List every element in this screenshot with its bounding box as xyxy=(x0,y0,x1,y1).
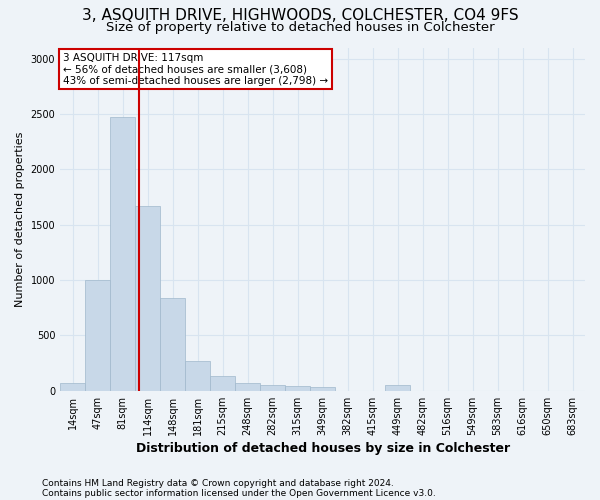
Bar xyxy=(210,376,235,391)
X-axis label: Distribution of detached houses by size in Colchester: Distribution of detached houses by size … xyxy=(136,442,509,455)
Bar xyxy=(260,386,285,391)
Bar xyxy=(135,206,160,391)
Bar xyxy=(85,280,110,391)
Text: Size of property relative to detached houses in Colchester: Size of property relative to detached ho… xyxy=(106,21,494,34)
Bar xyxy=(160,298,185,391)
Y-axis label: Number of detached properties: Number of detached properties xyxy=(15,132,25,307)
Bar xyxy=(185,361,210,391)
Bar xyxy=(110,118,135,391)
Bar xyxy=(310,387,335,391)
Bar xyxy=(60,383,85,391)
Text: Contains HM Land Registry data © Crown copyright and database right 2024.: Contains HM Land Registry data © Crown c… xyxy=(42,478,394,488)
Text: 3, ASQUITH DRIVE, HIGHWOODS, COLCHESTER, CO4 9FS: 3, ASQUITH DRIVE, HIGHWOODS, COLCHESTER,… xyxy=(82,8,518,22)
Bar xyxy=(285,386,310,391)
Text: Contains public sector information licensed under the Open Government Licence v3: Contains public sector information licen… xyxy=(42,488,436,498)
Bar xyxy=(385,386,410,391)
Bar xyxy=(235,383,260,391)
Text: 3 ASQUITH DRIVE: 117sqm
← 56% of detached houses are smaller (3,608)
43% of semi: 3 ASQUITH DRIVE: 117sqm ← 56% of detache… xyxy=(63,52,328,86)
